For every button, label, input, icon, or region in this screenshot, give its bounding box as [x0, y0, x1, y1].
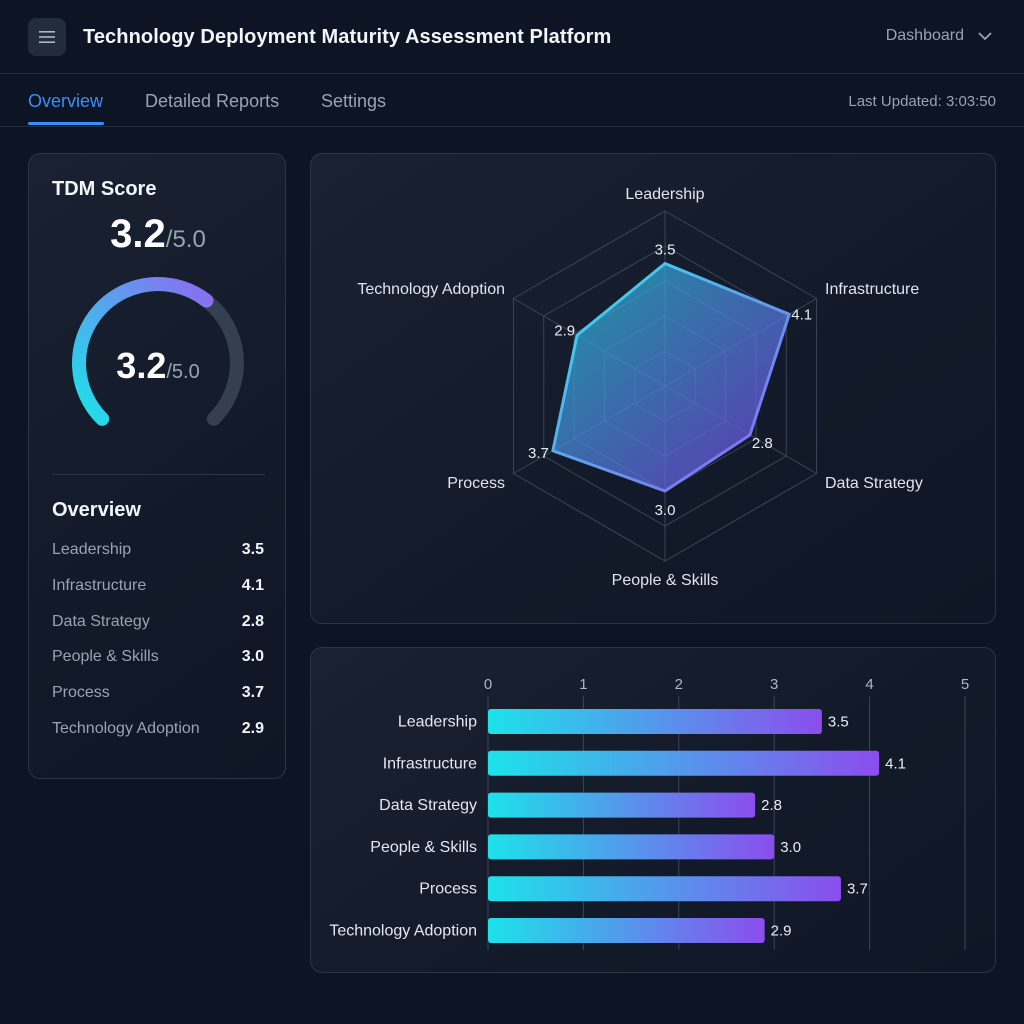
tab-settings[interactable]: Settings	[321, 91, 387, 111]
bar-tick-label: 2	[675, 676, 683, 693]
bar-tick-label: 0	[484, 676, 492, 693]
overview-row: Data Strategy 2.8	[52, 613, 264, 649]
overview-row: Leadership 3.5	[52, 541, 264, 577]
bar	[488, 876, 841, 902]
view-selector[interactable]: Dashboard	[886, 27, 992, 45]
radar-axis-label: Infrastructure	[825, 281, 919, 298]
radar-value-label: 3.0	[655, 502, 676, 519]
bar	[488, 834, 775, 860]
hamburger-menu-icon	[39, 31, 55, 43]
overview-row: Process 3.7	[52, 684, 264, 720]
bar-value-label: 3.5	[828, 714, 849, 731]
overview-item-score: 2.8	[241, 612, 264, 630]
score-card-title: TDM Score	[52, 178, 157, 200]
bar	[488, 750, 880, 776]
bar	[488, 918, 765, 943]
radar-axis-label: People & Skills	[612, 572, 719, 589]
overview-row: Infrastructure 4.1	[52, 577, 264, 613]
radar-value-label: 2.9	[554, 322, 575, 339]
bar-chart-card: 0 1 2 3 4 5 Leadership 3.5 Infrastructure 4.1 Data…	[310, 647, 996, 973]
radar-axis-label: Process	[447, 475, 505, 492]
app-title: Technology Deployment Maturity Assessmen…	[83, 26, 612, 48]
bar-value-label: 2.8	[761, 797, 782, 814]
radar-value-label: 3.5	[655, 242, 676, 259]
bar-category-label: People & Skills	[370, 839, 477, 856]
overview-title: Overview	[52, 499, 141, 521]
bar-tick-label: 1	[579, 676, 587, 693]
overview-item-score: 3.7	[241, 684, 264, 702]
radar-value-label: 2.8	[752, 435, 773, 452]
overview-item-score: 4.1	[241, 576, 264, 594]
overview-item-score: 3.0	[241, 648, 264, 666]
tdm-score-card: TDM Score 3.2/5.0 3.2/5.0 Overview Leade…	[28, 153, 286, 779]
overview-item-name: Leadership	[52, 541, 132, 558]
bar-category-label: Infrastructure	[383, 755, 477, 772]
overview-row: People & Skills 3.0	[52, 648, 264, 684]
bar-category-label: Technology Adoption	[329, 923, 477, 940]
bar-tick-label: 4	[865, 676, 873, 693]
overview-item-score: 3.5	[241, 541, 264, 558]
overview-item-name: Technology Adoption	[52, 719, 200, 737]
overview-item-score: 2.9	[241, 719, 264, 737]
bar-value-label: 2.9	[771, 923, 792, 940]
score-number: 3.2	[110, 212, 166, 256]
radar-chart: Leadership Infrastructure Data Strategy Peo…	[357, 186, 923, 589]
bar-tick-label: 3	[770, 676, 778, 693]
divider	[52, 474, 265, 475]
overview-list: Leadership 3.5 Infrastructure 4.1 Data Strat…	[52, 541, 264, 756]
bar-value-label: 3.0	[780, 839, 801, 856]
radar-series-area	[551, 262, 791, 493]
bar-category-label: Data Strategy	[379, 797, 477, 814]
bar-grid	[487, 696, 966, 950]
radar-value-label: 3.7	[528, 445, 549, 462]
tab-bar: Overview Detailed Reports Settings Last …	[0, 74, 1024, 127]
bar-tick-label: 5	[961, 676, 969, 693]
view-selector-label: Dashboard	[885, 27, 964, 44]
score-gauge	[72, 277, 244, 426]
radar-axis-label: Leadership	[625, 186, 704, 203]
score-value: 3.2/5.0	[29, 212, 287, 257]
bar-value-label: 3.7	[847, 881, 868, 898]
radar-value-label: 4.1	[791, 306, 812, 323]
overview-item-name: Process	[52, 684, 110, 702]
score-max: /5.0	[165, 226, 206, 253]
bar	[488, 792, 756, 818]
tab-detailed-reports[interactable]: Detailed Reports	[145, 91, 280, 111]
bar-category-label: Leadership	[398, 714, 477, 731]
tab-overview[interactable]: Overview	[28, 91, 104, 111]
overview-row: Technology Adoption 2.9	[52, 720, 264, 756]
chevron-down-icon	[978, 31, 992, 40]
bar-value-label: 4.1	[885, 755, 906, 772]
last-updated-text: Last Updated: 3:03:50	[848, 93, 996, 110]
radar-axis-label: Data Strategy	[825, 475, 923, 492]
active-tab-indicator	[28, 122, 104, 125]
app-header: Technology Deployment Maturity Assessmen…	[0, 0, 1024, 74]
overview-item-name: People & Skills	[52, 648, 159, 666]
gauge-score-number: 3.2	[116, 345, 167, 386]
overview-item-name: Infrastructure	[52, 576, 147, 594]
bar	[488, 709, 822, 734]
gauge-fill	[72, 277, 214, 426]
menu-button[interactable]	[28, 18, 66, 56]
radar-chart-card: Leadership Infrastructure Data Strategy Peo…	[310, 153, 996, 624]
bar-category-label: Process	[419, 881, 477, 898]
gauge-score-text: 3.2/5.0	[29, 345, 287, 387]
overview-item-name: Data Strategy	[52, 612, 150, 630]
radar-axis-label: Technology Adoption	[357, 281, 505, 298]
gauge-score-max: /5.0	[166, 361, 200, 383]
bar-chart: 0 1 2 3 4 5 Leadership 3.5 Infrastructure 4.1 Data…	[329, 676, 969, 950]
